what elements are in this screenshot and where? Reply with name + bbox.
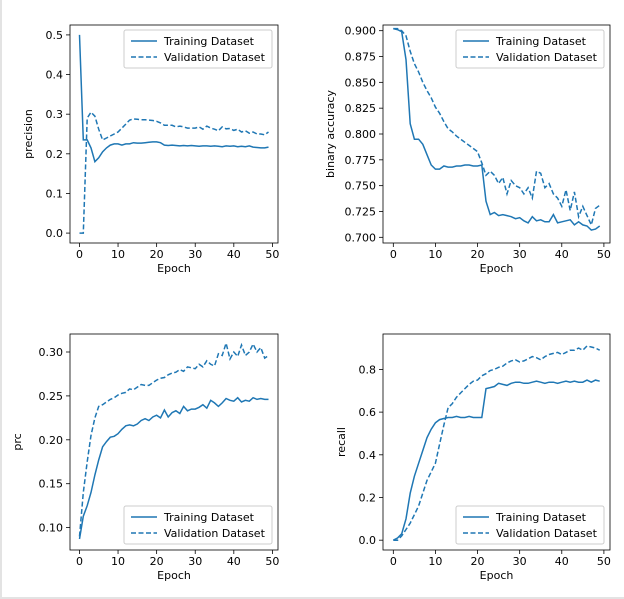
screen-bottom-border [0,597,624,599]
legend: Training Dataset Validation Dataset [123,29,273,69]
y-tick-label: 0.900 [345,25,377,38]
x-tick-label: 10 [111,248,125,261]
x-tick-label: 0 [390,248,397,261]
y-tick-label: 0.0 [359,534,377,547]
x-tick-label: 30 [513,555,527,568]
y-tick-label: 0.20 [39,434,64,447]
y-tick-label: 0.2 [46,148,64,161]
x-tick-label: 30 [188,555,202,568]
legend-box [455,505,605,545]
axes-frame [69,333,279,551]
legend-label: Training Dataset [163,511,255,524]
y-tick-label: 0.1 [46,187,64,200]
training-series-line [393,27,601,231]
y-tick-label: 0.725 [345,205,377,218]
y-tick-label: 0.5 [46,29,64,42]
y-tick-label: 0.850 [345,76,377,89]
subplot-1: 0 10 20 30 40 50 0.0 0.1 0.2 0.3 0.4 0.5 Epoch precis… [22,24,279,275]
x-tick-label: 30 [188,248,202,261]
legend-label: Validation Dataset [496,51,598,64]
y-tick-label: 0.8 [359,363,377,376]
legend-label: Training Dataset [495,35,587,48]
x-tick-label: 50 [265,248,279,261]
x-tick-label: 20 [150,248,164,261]
training-series-line [392,379,600,541]
y-tick-label: 0.2 [359,491,377,504]
y-tick-label: 0.30 [39,346,64,359]
screen-left-border [0,0,2,599]
x-tick-label: 30 [513,248,527,261]
legend: Training Dataset Validation Dataset [123,505,273,545]
y-tick-label: 0.775 [345,154,377,167]
y-tick-label: 0.25 [39,390,64,403]
legend-label: Training Dataset [495,511,587,524]
training-series-line [78,34,269,164]
x-tick-label: 0 [76,555,83,568]
x-tick-label: 40 [555,555,569,568]
x-tick-label: 50 [597,248,611,261]
subplot-3: 0 10 20 30 40 50 0.10 0.15 0.20 0.25 0.30 Epoch prc T… [11,333,279,582]
y-axis-label: precision [22,109,35,159]
subplot-2: 0 10 20 30 40 50 0.700 0.725 0.750 0.775 0.800 0.82… [324,24,611,275]
axes-frame [69,24,279,244]
y-tick-label: 0.750 [345,180,377,193]
x-tick-label: 40 [555,248,569,261]
legend: Training Dataset Validation Dataset [455,29,605,69]
x-tick-label: 10 [111,555,125,568]
y-tick-label: 0.4 [46,69,64,82]
x-tick-label: 20 [471,248,485,261]
y-tick-label: 0.6 [359,406,377,419]
legend-label: Validation Dataset [164,51,266,64]
subplot-4: 0 10 20 30 40 50 0.0 0.2 0.4 0.6 0.8 Epoch recall Tra… [335,333,611,582]
legend-label: Validation Dataset [496,527,598,540]
x-tick-label: 10 [428,555,442,568]
x-tick-label: 0 [76,248,83,261]
x-tick-label: 20 [150,555,164,568]
y-tick-label: 0.10 [39,522,64,535]
x-tick-label: 40 [227,555,241,568]
y-tick-label: 0.700 [345,231,377,244]
validation-series-line [78,340,269,537]
x-tick-label: 20 [471,555,485,568]
x-axis-label: Epoch [480,262,514,275]
y-tick-label: 0.800 [345,128,377,141]
y-tick-label: 0.3 [46,108,64,121]
y-tick-label: 0.0 [46,227,64,240]
axes-frame [382,24,611,244]
validation-series-line [79,111,269,234]
legend: Training Dataset Validation Dataset [455,505,605,545]
validation-series-line [393,345,601,541]
training-series-line [78,396,269,540]
x-tick-label: 10 [428,248,442,261]
legend-box [123,505,273,545]
y-tick-label: 0.15 [39,478,64,491]
axes-frame [382,333,611,551]
y-axis-label: prc [11,433,24,450]
x-tick-label: 50 [597,555,611,568]
y-tick-label: 0.4 [359,449,377,462]
x-axis-label: Epoch [157,569,191,582]
x-axis-label: Epoch [480,569,514,582]
legend-label: Training Dataset [163,35,255,48]
x-tick-label: 0 [390,555,397,568]
y-tick-label: 0.875 [345,51,377,64]
y-axis-label: binary accuracy [324,90,337,178]
x-tick-label: 50 [265,555,279,568]
x-tick-label: 40 [227,248,241,261]
legend-label: Validation Dataset [164,527,266,540]
y-tick-label: 0.825 [345,102,377,115]
x-axis-label: Epoch [157,262,191,275]
legend-box [123,29,273,69]
validation-series-line [393,27,601,228]
y-axis-label: recall [335,427,348,457]
legend-box [455,29,605,69]
